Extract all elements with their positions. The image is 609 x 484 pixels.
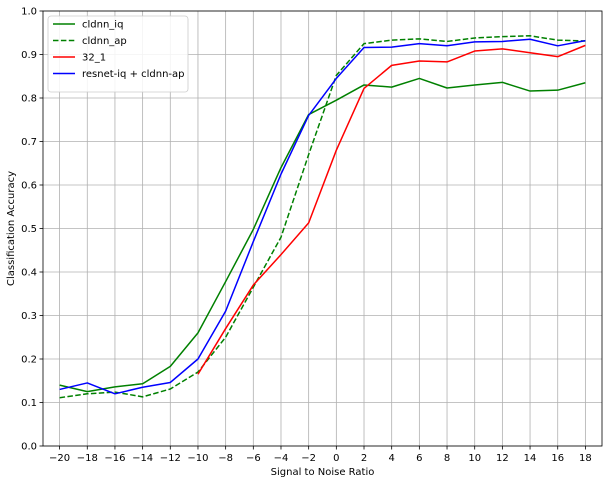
ticks: −20 −18 −16 −14 −12 −10 −8 −6 −4 −2 0 2 4 6 8 10 12 14 16 1… xyxy=(21,7,592,465)
x-tick-label: −18 xyxy=(77,453,98,464)
x-tick-label: 0 xyxy=(333,453,339,464)
y-tick-label: 0.1 xyxy=(21,398,37,409)
x-tick-label: 16 xyxy=(551,453,564,464)
y-tick-label: 1.0 xyxy=(21,7,37,18)
x-tick-label: 8 xyxy=(444,453,450,464)
x-tick-label: −10 xyxy=(187,453,208,464)
y-tick-label: 0.3 xyxy=(21,311,37,322)
y-tick-label: 0.8 xyxy=(21,94,37,105)
legend-label: cldnn_iq xyxy=(82,20,123,31)
series-line-resnet-iq-cldnn-ap xyxy=(59,38,586,395)
y-tick-label: 0.2 xyxy=(21,355,37,366)
y-tick-label: 0.6 xyxy=(21,181,37,192)
x-tick-label: −4 xyxy=(274,453,289,464)
series-line-cldnn-iq xyxy=(59,77,586,393)
legend-label: cldnn_ap xyxy=(82,36,127,47)
x-axis-label: Signal to Noise Ratio xyxy=(271,467,375,478)
x-tick-label: −16 xyxy=(104,453,125,464)
x-tick-label: 6 xyxy=(416,453,422,464)
x-tick-label: 18 xyxy=(579,453,592,464)
x-tick-label: 14 xyxy=(524,453,537,464)
legend-label: 32_1 xyxy=(82,53,106,64)
y-tick-label: 0.7 xyxy=(21,137,37,148)
y-tick-label: 0.5 xyxy=(21,224,37,235)
x-tick-label: −12 xyxy=(160,453,181,464)
y-axis-label: Classification Accuracy xyxy=(6,171,17,286)
legend-box xyxy=(47,15,189,93)
series-layer xyxy=(59,35,586,399)
y-tick-label: 0.4 xyxy=(21,268,37,279)
legend-label: resnet-iq + cldnn-ap xyxy=(82,69,185,80)
x-tick-label: 2 xyxy=(361,453,367,464)
x-tick-label: −6 xyxy=(246,453,261,464)
x-tick-label: 4 xyxy=(388,453,394,464)
y-tick-label: 0.9 xyxy=(21,50,37,61)
legend: cldnn_iq cldnn_ap 32_1 resnet-iq + cldnn-ap xyxy=(47,15,189,93)
x-tick-label: −8 xyxy=(218,453,233,464)
x-tick-label: −20 xyxy=(49,453,70,464)
x-tick-label: −2 xyxy=(301,453,316,464)
x-tick-label: 12 xyxy=(496,453,509,464)
x-tick-label: −14 xyxy=(132,453,153,464)
series-line-32-1 xyxy=(197,44,586,375)
y-tick-label: 0.0 xyxy=(21,442,37,453)
series-line-cldnn-ap xyxy=(59,35,586,399)
x-tick-label: 10 xyxy=(468,453,481,464)
